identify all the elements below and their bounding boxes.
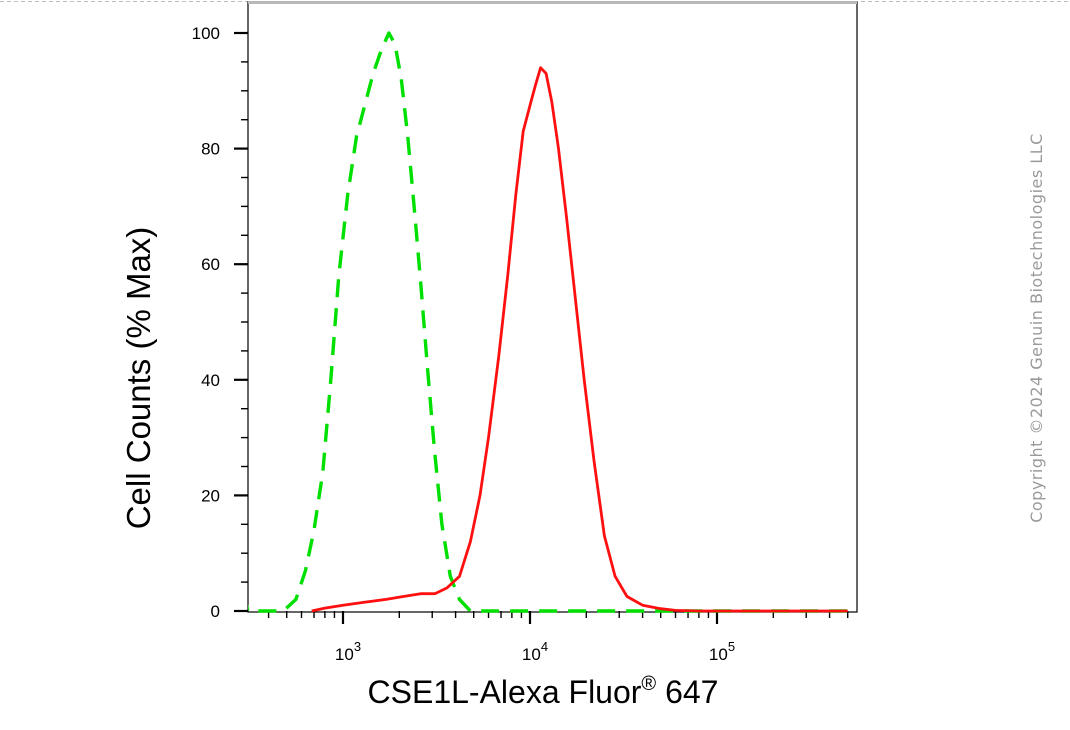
series-layer (248, 31, 848, 613)
y-axis-title: Cell Counts (% Max) (120, 227, 157, 530)
plot-area (247, 1, 858, 613)
x-axis-title-superscript: ® (641, 673, 656, 695)
y-tick-label: 100 (192, 24, 220, 43)
y-tick-label: 40 (201, 371, 220, 390)
plot-top-border (248, 1, 857, 4)
x-tick-label: 104 (522, 639, 548, 664)
x-axis: 103 104 105 (267, 611, 849, 664)
x-axis-title-suffix: 647 (656, 674, 718, 710)
x-tick-label: 103 (335, 639, 361, 664)
y-tick-label: 0 (211, 602, 220, 621)
control-histogram-line (248, 31, 848, 613)
x-tick-label: 105 (709, 639, 735, 664)
y-axis: 0 20 40 60 80 100 (192, 24, 248, 621)
y-tick-label: 20 (201, 486, 220, 505)
y-tick-label: 60 (201, 255, 220, 274)
x-axis-title: CSE1L-Alexa Fluor® 647 (368, 673, 719, 710)
x-axis-title-main: CSE1L-Alexa Fluor (368, 674, 642, 710)
copyright-watermark: Copyright ©2024 Genuin Biotechnologies L… (1027, 133, 1046, 523)
y-tick-label: 80 (201, 140, 220, 159)
sample-histogram-line (311, 66, 848, 613)
